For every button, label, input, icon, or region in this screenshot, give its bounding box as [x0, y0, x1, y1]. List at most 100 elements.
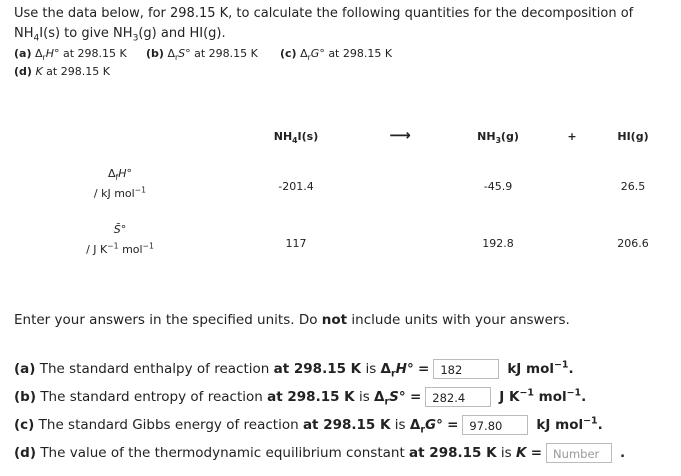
symbol-part: r	[307, 53, 311, 63]
instruction: Enter your answers in the specified unit…	[14, 312, 570, 328]
text: not	[321, 312, 348, 328]
table-header: +	[567, 130, 576, 143]
symbol-part: K	[35, 65, 43, 78]
symbol: K	[35, 65, 42, 78]
text: =	[418, 361, 430, 377]
symbol-part: °	[319, 47, 325, 60]
text: Use the data below, for 298.15 K, to cal…	[14, 6, 634, 41]
answer-input[interactable]: Number	[546, 443, 613, 463]
symbol-part: H	[118, 167, 127, 180]
symbol: ΔrG°	[409, 417, 443, 436]
table-value: -201.4	[278, 180, 314, 193]
symbol: ΔfH°	[107, 167, 133, 182]
question-bold: at 298.15 K	[267, 389, 355, 405]
question-text: The value of the thermodynamic equilibri…	[40, 445, 405, 461]
text: / kJ mol	[93, 187, 135, 200]
text: −1	[519, 387, 534, 399]
part: (a) ΔrH° at 298.15 K	[14, 47, 127, 63]
table-header: HI(g)	[617, 130, 648, 143]
table-value: 206.6	[617, 237, 649, 250]
part-label: (b)	[146, 47, 164, 60]
part-label: (a)	[14, 47, 32, 60]
symbol-part: °	[398, 389, 406, 405]
text: −1	[107, 241, 119, 251]
table-value: 117	[285, 237, 307, 250]
row-unit: / J K−1 mol−1	[80, 241, 160, 256]
question-label: (c)	[14, 417, 35, 433]
question-bold: at 298.15 K	[409, 445, 497, 461]
symbol-part: H	[45, 47, 54, 60]
symbol-part: °	[185, 47, 191, 60]
text: .	[597, 417, 603, 433]
symbol-part: Δ	[107, 167, 116, 180]
table-header: ⟶	[389, 126, 411, 144]
part-text: at 298.15 K	[328, 47, 393, 60]
question: (d) The value of the thermodynamic equil…	[14, 441, 625, 465]
symbol-part: °	[436, 417, 443, 433]
unit: kJ mol−1.	[507, 360, 573, 377]
symbol-part: °	[406, 361, 414, 377]
text: HI(g)	[617, 130, 649, 143]
answer-input[interactable]: 97.80	[462, 415, 529, 435]
table-value: -45.9	[483, 180, 513, 193]
symbol-part: r	[42, 53, 46, 63]
answer-input[interactable]: 282.4	[425, 387, 492, 407]
question-label: (a)	[14, 361, 36, 377]
symbol-part: r	[174, 53, 179, 63]
text: .	[581, 389, 587, 405]
text: NH	[477, 130, 496, 143]
text: mol	[533, 389, 567, 405]
text: is	[500, 445, 512, 461]
text: is	[394, 417, 406, 433]
row-unit: / kJ mol−1	[80, 186, 160, 200]
text: (g)	[500, 130, 519, 143]
symbol-part: r	[384, 396, 390, 408]
text: =	[530, 445, 543, 461]
symbol-part: r	[420, 424, 425, 436]
symbol-part: S	[389, 389, 399, 405]
part-label: (d)	[14, 65, 32, 78]
question-text: The standard entropy of reaction	[40, 389, 263, 405]
text: .	[620, 445, 626, 461]
symbol: ΔrS°	[167, 47, 191, 63]
text: −1	[566, 387, 582, 399]
question: (a) The standard enthalpy of reaction at…	[14, 357, 574, 381]
symbol-part: S	[178, 47, 186, 60]
unit: J K−1 mol−1.	[499, 387, 587, 405]
symbol: ΔrS°	[374, 389, 406, 408]
table-header: NH3(g)	[477, 130, 519, 145]
symbol: K	[516, 445, 526, 461]
table-value: 192.8	[482, 237, 514, 250]
text: is	[365, 361, 377, 377]
part-text: at 298.15 K	[62, 47, 127, 60]
question-text: The standard Gibbs energy of reaction	[38, 417, 299, 433]
table-value: 26.5	[620, 180, 646, 193]
question: (c) The standard Gibbs energy of reactio…	[14, 413, 603, 437]
text: Enter your answers in the specified unit…	[14, 312, 322, 328]
answer-input[interactable]: 182	[433, 359, 500, 379]
text: −1	[583, 415, 598, 427]
question: (b) The standard entropy of reaction at …	[14, 385, 586, 409]
text: is	[358, 389, 370, 405]
text: ⟶	[389, 126, 411, 144]
symbol-part: K	[515, 445, 527, 461]
symbol-part: °	[126, 167, 133, 180]
text: 4	[33, 33, 40, 44]
symbol-part: G	[310, 47, 320, 60]
intro: Use the data below, for 298.15 K, to cal…	[14, 4, 674, 44]
part-text: at 298.15 K	[46, 65, 110, 78]
symbol-part: S̄	[113, 223, 121, 236]
unit: kJ mol−1.	[536, 415, 603, 433]
symbol-part: Δ	[300, 47, 308, 60]
symbol-part: Δ	[380, 361, 391, 377]
question-bold: at 298.15 K	[302, 417, 391, 433]
text: =	[447, 417, 459, 433]
row-symbol: ΔfH°	[80, 167, 160, 182]
text: NH	[273, 130, 293, 143]
symbol-part: r	[391, 368, 396, 380]
symbol-part: Δ	[409, 417, 421, 433]
part-label: (c)	[280, 47, 297, 60]
text: =	[409, 389, 422, 405]
question-label: (b)	[14, 389, 37, 405]
row-symbol: S̄°	[80, 223, 160, 236]
